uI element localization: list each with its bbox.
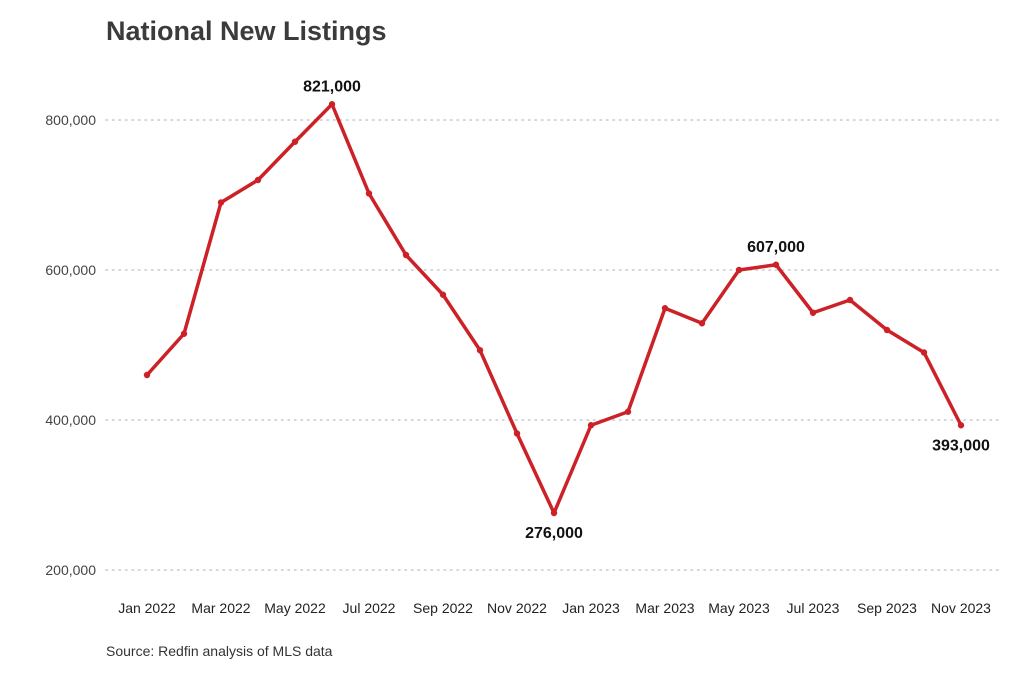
x-tick-label: Nov 2022: [487, 600, 547, 616]
chart-title: National New Listings: [106, 16, 387, 46]
series-line-layer: [145, 102, 963, 515]
data-label: 607,000: [747, 239, 805, 256]
data-labels: 821,000 276,000 607,000 393,000: [303, 78, 990, 542]
data-point: [624, 408, 632, 415]
gridlines: [105, 119, 1001, 571]
data-point: [920, 349, 928, 356]
data-point: [550, 509, 558, 517]
data-point: [772, 261, 780, 268]
x-tick-label: May 2023: [708, 600, 770, 616]
data-point: [328, 101, 336, 108]
x-tick-label: Jan 2023: [562, 600, 620, 616]
data-label: 821,000: [303, 78, 361, 95]
x-tick-label: Jul 2023: [787, 600, 840, 616]
x-tick-label: Mar 2022: [191, 600, 250, 616]
y-axis-ticks: 200,000 400,000 600,000 800,000: [45, 112, 96, 578]
series-line: [145, 102, 963, 515]
data-points: [143, 101, 965, 517]
y-tick-label: 800,000: [45, 112, 96, 128]
x-tick-label: Sep 2022: [413, 600, 473, 616]
data-point: [439, 291, 447, 298]
x-tick-label: Jul 2022: [343, 600, 396, 616]
data-label: 276,000: [525, 525, 583, 542]
data-point: [735, 266, 743, 274]
x-tick-label: Sep 2023: [857, 600, 917, 616]
data-point: [957, 422, 965, 429]
data-point: [846, 296, 854, 304]
data-point: [513, 430, 521, 437]
x-tick-label: Jan 2022: [118, 600, 176, 616]
data-point: [402, 251, 410, 259]
x-tick-label: Nov 2023: [931, 600, 991, 616]
data-point: [698, 320, 706, 327]
source-note: Source: Redfin analysis of MLS data: [106, 643, 333, 659]
data-point: [883, 326, 891, 334]
data-point: [254, 176, 262, 184]
x-tick-label: Mar 2023: [635, 600, 694, 616]
data-point: [291, 138, 299, 145]
data-point: [217, 199, 225, 206]
data-point: [143, 371, 151, 379]
data-point: [180, 330, 188, 337]
data-point: [365, 190, 373, 197]
y-tick-label: 400,000: [45, 412, 96, 428]
y-tick-label: 600,000: [45, 262, 96, 278]
data-point: [809, 309, 817, 316]
data-point: [476, 347, 484, 354]
x-axis-ticks: Jan 2022 Mar 2022 May 2022 Jul 2022 Sep 2022…: [118, 600, 991, 616]
data-point: [587, 422, 595, 429]
data-label: 393,000: [932, 437, 990, 454]
y-tick-label: 200,000: [45, 562, 96, 578]
x-tick-label: May 2022: [264, 600, 326, 616]
data-point: [661, 305, 669, 312]
